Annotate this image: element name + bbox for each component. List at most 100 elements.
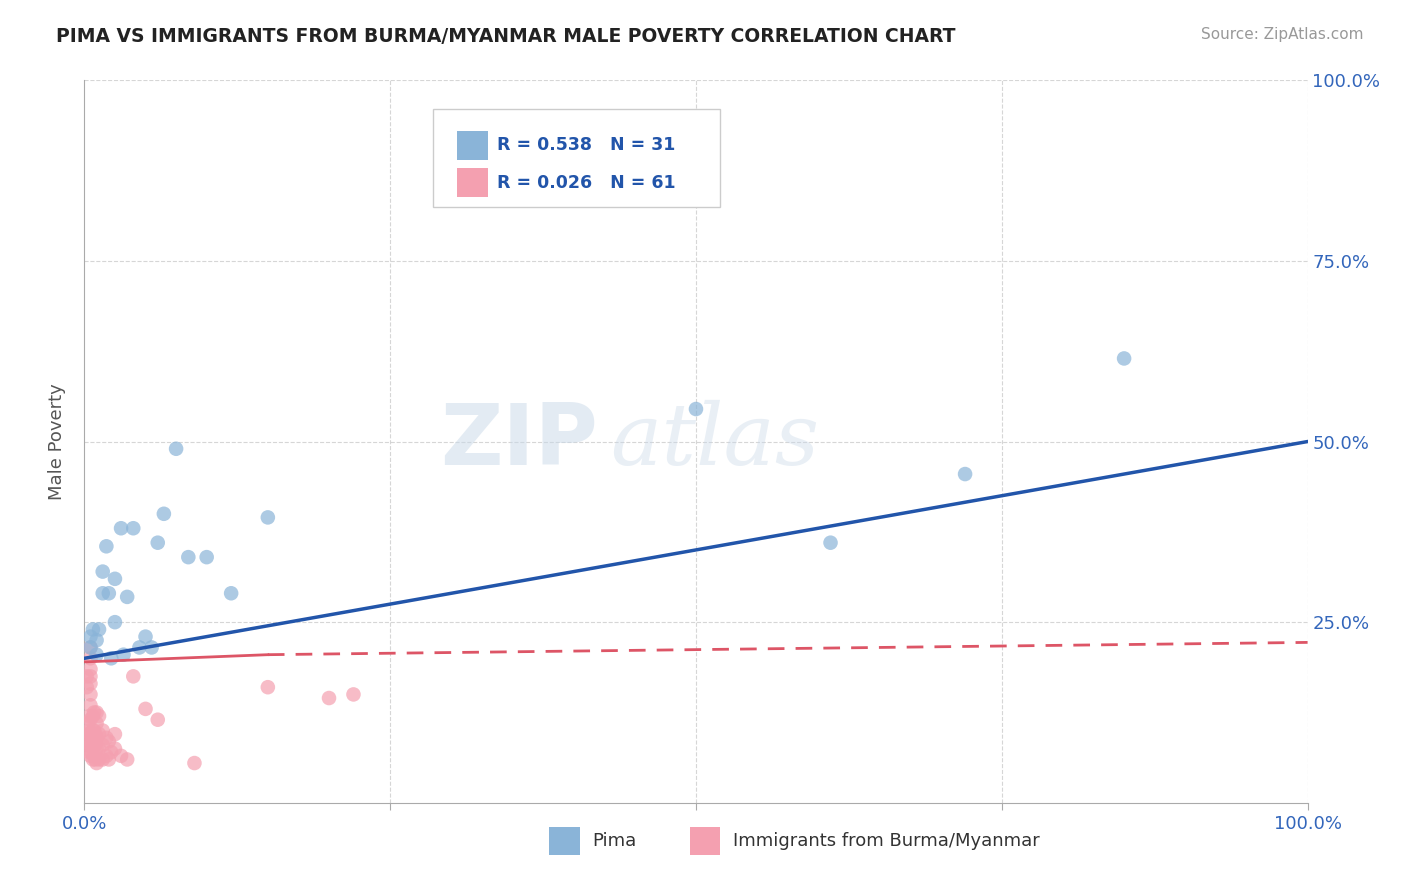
Point bbox=[112, 648, 135, 662]
Point bbox=[76, 669, 98, 683]
Point bbox=[110, 521, 132, 535]
Point bbox=[96, 539, 118, 553]
Point bbox=[79, 713, 101, 727]
Point bbox=[77, 716, 100, 731]
Point bbox=[91, 565, 114, 579]
Point bbox=[87, 709, 110, 723]
Point bbox=[110, 748, 132, 763]
Point bbox=[86, 706, 108, 720]
Point bbox=[86, 716, 108, 731]
Point bbox=[146, 535, 169, 549]
Point bbox=[76, 680, 98, 694]
Point bbox=[77, 738, 100, 752]
Point bbox=[953, 467, 976, 481]
Point bbox=[91, 738, 114, 752]
Text: PIMA VS IMMIGRANTS FROM BURMA/MYANMAR MALE POVERTY CORRELATION CHART: PIMA VS IMMIGRANTS FROM BURMA/MYANMAR MA… bbox=[56, 27, 956, 45]
Point bbox=[79, 669, 101, 683]
Point bbox=[257, 510, 280, 524]
Point bbox=[135, 630, 157, 644]
Point bbox=[183, 756, 205, 770]
Y-axis label: Male Poverty: Male Poverty bbox=[48, 384, 66, 500]
Point bbox=[685, 402, 707, 417]
Point bbox=[79, 738, 101, 752]
Point bbox=[86, 648, 108, 662]
Point bbox=[87, 741, 110, 756]
Text: Immigrants from Burma/Myanmar: Immigrants from Burma/Myanmar bbox=[733, 832, 1039, 850]
Point bbox=[79, 687, 101, 701]
Point bbox=[128, 640, 150, 655]
Point bbox=[86, 633, 108, 648]
Point bbox=[79, 640, 101, 655]
Point bbox=[79, 676, 101, 690]
Point bbox=[77, 745, 100, 759]
Point bbox=[86, 731, 108, 745]
Point bbox=[80, 745, 103, 759]
Point bbox=[1114, 351, 1136, 366]
Point bbox=[79, 651, 101, 665]
Point bbox=[83, 748, 105, 763]
Point bbox=[219, 586, 242, 600]
Bar bbox=[457, 169, 488, 197]
Point bbox=[91, 723, 114, 738]
Text: ZIP: ZIP bbox=[440, 400, 598, 483]
Text: atlas: atlas bbox=[610, 401, 820, 483]
Point bbox=[79, 698, 101, 713]
Point bbox=[97, 752, 120, 766]
Point bbox=[146, 713, 169, 727]
Point bbox=[77, 734, 100, 748]
Point bbox=[77, 727, 100, 741]
Bar bbox=[550, 828, 579, 855]
Point bbox=[83, 734, 105, 748]
FancyBboxPatch shape bbox=[433, 109, 720, 207]
Bar bbox=[690, 828, 720, 855]
Point bbox=[100, 745, 122, 759]
Point bbox=[122, 669, 145, 683]
Point bbox=[104, 572, 127, 586]
Point bbox=[96, 731, 118, 745]
Point bbox=[122, 521, 145, 535]
Point bbox=[79, 640, 101, 655]
Point bbox=[104, 741, 127, 756]
Point bbox=[80, 731, 103, 745]
Point bbox=[115, 590, 138, 604]
Point bbox=[820, 535, 842, 549]
Point bbox=[141, 640, 163, 655]
Text: Pima: Pima bbox=[592, 832, 637, 850]
Point bbox=[84, 752, 107, 766]
Point bbox=[97, 734, 120, 748]
Text: R = 0.026   N = 61: R = 0.026 N = 61 bbox=[496, 174, 675, 192]
Point bbox=[342, 687, 364, 701]
Point bbox=[177, 550, 200, 565]
Point bbox=[82, 623, 104, 637]
Point bbox=[83, 706, 105, 720]
Point bbox=[77, 709, 100, 723]
Point bbox=[257, 680, 280, 694]
Point bbox=[135, 702, 157, 716]
Point bbox=[82, 709, 104, 723]
Point bbox=[91, 752, 114, 766]
Point bbox=[79, 748, 101, 763]
Point bbox=[104, 727, 127, 741]
Text: Source: ZipAtlas.com: Source: ZipAtlas.com bbox=[1201, 27, 1364, 42]
Point bbox=[91, 586, 114, 600]
Point bbox=[115, 752, 138, 766]
Point bbox=[82, 723, 104, 738]
Point bbox=[82, 752, 104, 766]
Point bbox=[100, 651, 122, 665]
Point bbox=[86, 756, 108, 770]
Point bbox=[165, 442, 187, 456]
Point bbox=[97, 586, 120, 600]
Point bbox=[82, 738, 104, 752]
Point bbox=[153, 507, 176, 521]
Point bbox=[87, 623, 110, 637]
Point bbox=[86, 741, 108, 756]
Point bbox=[79, 630, 101, 644]
Point bbox=[77, 723, 100, 738]
Point bbox=[195, 550, 218, 565]
Point bbox=[87, 727, 110, 741]
Point bbox=[84, 738, 107, 752]
Point bbox=[84, 727, 107, 741]
Point bbox=[96, 748, 118, 763]
Point bbox=[79, 662, 101, 676]
Point bbox=[104, 615, 127, 630]
